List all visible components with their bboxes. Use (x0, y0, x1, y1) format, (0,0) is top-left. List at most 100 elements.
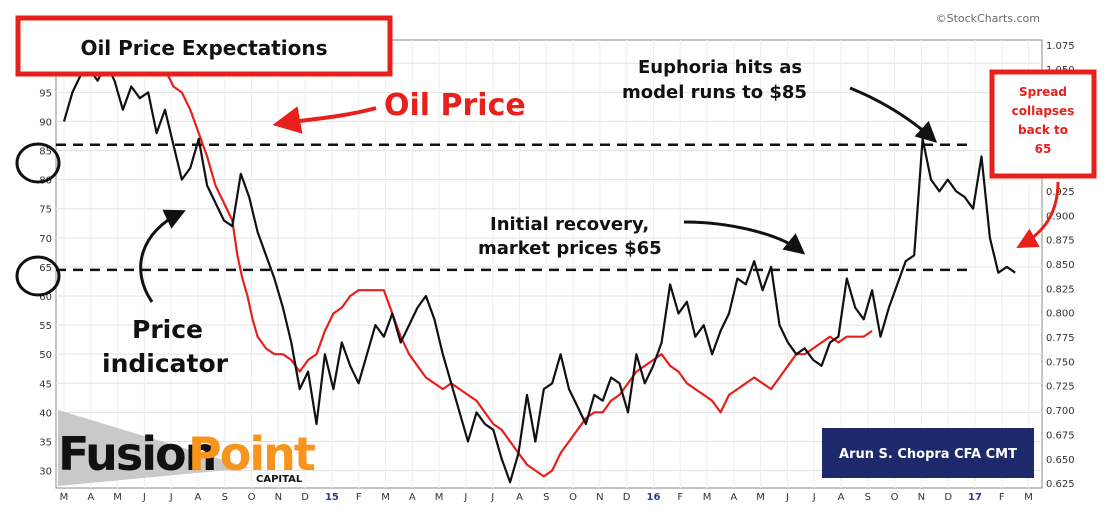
left-tick-label-8: 60 (39, 292, 52, 303)
right-tick-label-6: 0.850 (1046, 260, 1075, 271)
chart-title: Oil Price Expectations (80, 36, 327, 60)
left-axis: 1009590858075706560555045403530 (33, 59, 52, 477)
x-tick-label-36: M (1024, 492, 1033, 503)
spread-line2: collapses (1012, 104, 1075, 118)
left-tick-label-2: 90 (39, 117, 52, 128)
spread-arrow (1016, 181, 1060, 249)
right-tick-label-10: 0.750 (1046, 357, 1075, 368)
x-axis: M A M J J A S O N D 15 F M A M J J A S O N D 16 F M A M J J A S O N D 17 F M (60, 492, 1033, 503)
left-tick-label-14: 30 (39, 467, 52, 478)
plot-frame (55, 39, 1043, 489)
spread-line1: Spread (1019, 85, 1067, 99)
right-tick-label-13: 0.675 (1046, 430, 1075, 441)
x-tick-label-20: N (596, 492, 603, 503)
x-tick-label-16: J (490, 492, 494, 503)
euphoria-line2: model runs to $85 (622, 82, 807, 103)
right-tick-label-5: 0.875 (1046, 236, 1075, 247)
left-tick-label-7: 65 (39, 263, 52, 274)
recovery-line1: Initial recovery, (490, 214, 649, 235)
x-tick-label-21: D (623, 492, 631, 503)
x-tick-label-2: M (113, 492, 122, 503)
right-tick-label-14: 0.650 (1046, 455, 1075, 466)
series-line-0 (63, 38, 873, 478)
grid-layer (56, 40, 1042, 488)
spread-line4: 65 (1035, 142, 1052, 156)
x-tick-label-17: A (516, 492, 523, 503)
x-tick-label-18: S (543, 492, 549, 503)
x-tick-label-9: D (301, 492, 309, 503)
x-tick-label-15: J (463, 492, 467, 503)
left-tick-label-13: 35 (39, 437, 52, 448)
left-tick-label-11: 45 (39, 379, 52, 390)
left-tick-label-1: 95 (39, 88, 52, 99)
right-tick-label-8: 0.800 (1046, 309, 1075, 320)
x-tick-label-5: A (195, 492, 202, 503)
left-tick-label-9: 55 (39, 321, 52, 332)
euphoria-line1: Euphoria hits as (638, 57, 802, 78)
x-tick-label-23: F (677, 492, 683, 503)
x-tick-label-0: M (60, 492, 69, 503)
x-tick-label-35: F (999, 492, 1005, 503)
x-tick-label-14: M (435, 492, 444, 503)
x-tick-label-22: 16 (646, 492, 660, 503)
author-box (822, 428, 1034, 478)
level-circle-85 (15, 142, 61, 184)
x-tick-label-24: M (703, 492, 712, 503)
series-layer (62, 38, 1016, 484)
spread-line3: back to (1018, 123, 1068, 137)
right-tick-label-4: 0.900 (1046, 211, 1075, 222)
series-line-1 (62, 62, 1016, 484)
oil-price-arrow (272, 106, 377, 134)
indicator-arrow (139, 209, 186, 303)
right-tick-label-0: 1.075 (1046, 41, 1075, 52)
x-tick-label-33: D (944, 492, 952, 503)
x-tick-label-1: A (87, 492, 94, 503)
x-tick-label-13: A (409, 492, 416, 503)
x-tick-label-6: S (222, 492, 228, 503)
right-tick-label-12: 0.700 (1046, 406, 1075, 417)
x-tick-label-34: 17 (968, 492, 982, 503)
x-tick-label-4: J (169, 492, 173, 503)
x-tick-label-32: N (918, 492, 925, 503)
recovery-line2: market prices $65 (478, 238, 662, 259)
x-tick-label-28: J (812, 492, 816, 503)
x-tick-label-10: 15 (325, 492, 339, 503)
x-tick-label-7: O (248, 492, 256, 503)
title-box (15, 15, 393, 77)
x-tick-label-8: N (275, 492, 282, 503)
logo-sub: CAPITAL (256, 474, 303, 485)
logo-triangle (58, 410, 250, 486)
right-tick-label-9: 0.775 (1046, 333, 1075, 344)
right-tick-label-11: 0.725 (1046, 382, 1075, 393)
author-label: Arun S. Chopra CFA CMT (839, 447, 1017, 462)
x-tick-label-19: O (569, 492, 577, 503)
logo-word-fusion: Fusion (58, 427, 215, 481)
logo-word-point: Point (188, 427, 315, 481)
euphoria-arrow (849, 86, 938, 143)
right-tick-label-15: 0.625 (1046, 479, 1075, 490)
left-tick-label-6: 70 (39, 234, 52, 245)
right-tick-label-7: 0.825 (1046, 284, 1075, 295)
x-tick-label-30: S (865, 492, 871, 503)
left-tick-label-3: 85 (39, 147, 52, 158)
stockcharts-watermark: ©StockCharts.com (936, 12, 1040, 25)
x-tick-label-29: A (838, 492, 845, 503)
x-tick-label-31: O (891, 492, 899, 503)
right-tick-label-3: 0.925 (1046, 187, 1075, 198)
left-tick-label-12: 40 (39, 408, 52, 419)
x-tick-label-12: M (381, 492, 390, 503)
oil-price-label: Oil Price (384, 88, 526, 123)
left-tick-label-5: 75 (39, 205, 52, 216)
x-tick-label-26: M (756, 492, 765, 503)
x-tick-label-3: J (142, 492, 146, 503)
x-tick-label-25: A (730, 492, 737, 503)
x-tick-label-11: F (356, 492, 362, 503)
indicator-label-line2: indicator (102, 349, 229, 378)
x-tick-label-27: J (785, 492, 789, 503)
left-tick-label-10: 50 (39, 350, 52, 361)
recovery-arrow (683, 220, 806, 255)
level-circle-65 (15, 255, 61, 297)
spread-box (989, 69, 1097, 179)
